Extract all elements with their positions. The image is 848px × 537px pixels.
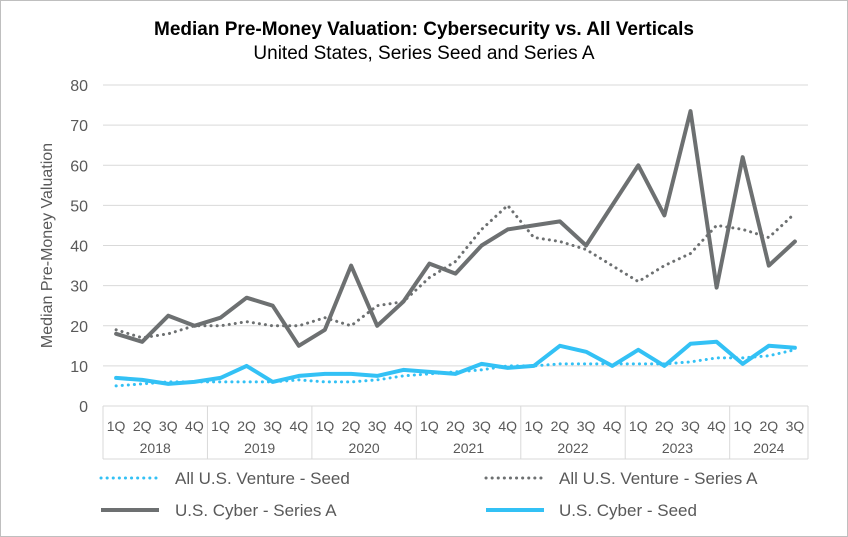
x-tick-label: 4Q	[289, 418, 308, 434]
series-line-1	[114, 203, 797, 340]
legend-label: All U.S. Venture - Series A	[559, 469, 758, 488]
x-tick-label: 2Q	[446, 418, 465, 434]
x-tick-label: 1Q	[420, 418, 439, 434]
x-tick-label: 1Q	[733, 418, 752, 434]
y-tick-label: 80	[70, 78, 88, 95]
series-line-3	[114, 339, 797, 386]
legend-label: U.S. Cyber - Series A	[175, 501, 337, 520]
x-tick-label: 3Q	[786, 418, 805, 434]
y-tick-label: 50	[70, 198, 88, 215]
y-tick-label: 30	[70, 279, 88, 296]
x-year-label: 2023	[662, 440, 693, 456]
x-year-label: 2019	[244, 440, 275, 456]
x-tick-label: 2Q	[551, 418, 570, 434]
series-line-0	[114, 348, 797, 388]
y-tick-label: 10	[70, 359, 88, 376]
legend-label: U.S. Cyber - Seed	[559, 501, 697, 520]
x-tick-label: 4Q	[707, 418, 726, 434]
x-tick-label: 1Q	[107, 418, 126, 434]
x-tick-label: 3Q	[472, 418, 491, 434]
x-tick-label: 1Q	[524, 418, 543, 434]
x-tick-label: 4Q	[394, 418, 413, 434]
x-tick-label: 1Q	[211, 418, 230, 434]
x-tick-label: 2Q	[237, 418, 256, 434]
x-tick-label: 3Q	[368, 418, 387, 434]
y-tick-label: 40	[70, 239, 88, 256]
x-tick-label: 3Q	[159, 418, 178, 434]
x-year-label: 2021	[453, 440, 484, 456]
y-tick-label: 70	[70, 118, 88, 135]
y-axis-label: Median Pre-Money Valuation	[39, 143, 56, 348]
x-tick-label: 1Q	[629, 418, 648, 434]
x-year-label: 2020	[349, 440, 380, 456]
x-year-label: 2024	[753, 440, 784, 456]
y-tick-label: 0	[79, 399, 88, 416]
legend-label: All U.S. Venture - Seed	[175, 469, 350, 488]
x-year-label: 2018	[140, 440, 171, 456]
chart-subtitle: United States, Series Seed and Series A	[253, 43, 595, 64]
x-tick-label: 3Q	[681, 418, 700, 434]
x-year-label: 2022	[557, 440, 588, 456]
x-tick-label: 2Q	[759, 418, 778, 434]
x-tick-label: 4Q	[498, 418, 517, 434]
x-tick-label: 2Q	[655, 418, 674, 434]
series-line-2	[114, 109, 797, 348]
x-tick-label: 4Q	[603, 418, 622, 434]
y-tick-label: 60	[70, 158, 88, 175]
x-tick-label: 4Q	[185, 418, 204, 434]
x-tick-label: 1Q	[316, 418, 335, 434]
x-tick-label: 3Q	[263, 418, 282, 434]
y-tick-label: 20	[70, 319, 88, 336]
x-tick-label: 3Q	[577, 418, 596, 434]
chart-title: Median Pre-Money Valuation: Cybersecurit…	[154, 19, 694, 40]
x-tick-label: 2Q	[133, 418, 152, 434]
x-tick-label: 2Q	[342, 418, 361, 434]
